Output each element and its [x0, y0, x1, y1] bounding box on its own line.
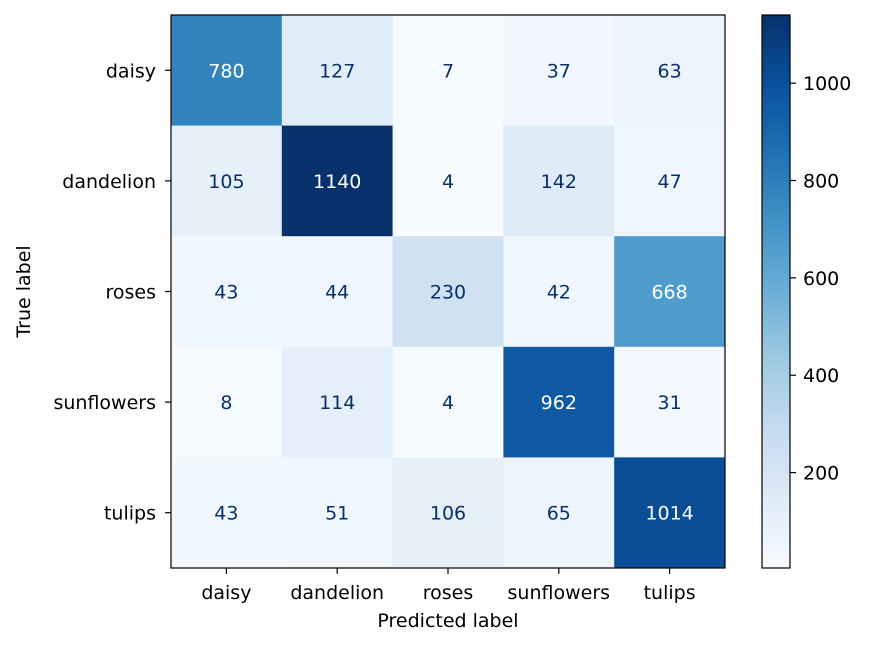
heatmap-cell — [503, 15, 615, 127]
cell-value-label: 63 — [658, 60, 682, 82]
cell-value-label: 65 — [547, 503, 571, 525]
y-tick-label-roses: roses — [105, 282, 156, 304]
colorbar-tick-label: 400 — [803, 365, 839, 387]
y-axis-title: True label — [13, 245, 35, 338]
heatmap-cell — [171, 346, 283, 458]
heatmap-cell — [171, 15, 283, 127]
colorbar: 200 400 600 800 1000 — [761, 14, 851, 569]
cell-value-label: 668 — [651, 282, 687, 304]
cell-value-label: 43 — [214, 503, 238, 525]
heatmap-cell — [392, 346, 504, 458]
y-tick-label-sunflowers: sunflowers — [53, 392, 156, 414]
heatmap-cell — [171, 236, 283, 348]
cell-value-label: 114 — [319, 392, 355, 414]
heatmap-cell — [281, 346, 394, 458]
heatmap-cell — [392, 15, 504, 127]
cell-value-label: 42 — [547, 282, 571, 304]
x-tick-label-roses: roses — [423, 582, 474, 604]
y-axis-ticks: daisy dandelion roses sunflowers tulips — [53, 60, 171, 525]
heatmap-cell — [281, 15, 394, 127]
x-tick-label-tulips: tulips — [644, 582, 696, 604]
heatmap-cell — [614, 346, 726, 458]
cell-value-label: 962 — [541, 392, 577, 414]
x-tick-label-sunflowers: sunflowers — [508, 582, 611, 604]
cell-value-label: 7 — [442, 60, 454, 82]
cell-value-label: 31 — [658, 392, 682, 414]
heatmap-cell — [171, 457, 283, 569]
heatmap-cell — [281, 236, 394, 348]
y-tick-label-tulips: tulips — [104, 503, 156, 525]
cell-value-label: 1014 — [645, 503, 693, 525]
cell-value-label: 4 — [442, 171, 454, 193]
cell-value-label: 142 — [541, 171, 577, 193]
cell-value-label: 105 — [208, 171, 244, 193]
x-tick-label-daisy: daisy — [201, 582, 251, 604]
heatmap-cell — [392, 236, 504, 348]
colorbar-tick-label: 200 — [803, 463, 839, 485]
colorbar-gradient — [761, 14, 791, 569]
cell-value-label: 106 — [430, 503, 466, 525]
heatmap-cell — [171, 125, 283, 237]
cell-value-label: 230 — [430, 282, 466, 304]
heatmap-cell — [614, 125, 726, 237]
colorbar-tick-label: 800 — [803, 171, 839, 193]
heatmap-cell — [392, 457, 504, 569]
x-axis-ticks: daisy dandelion roses sunflowers tulips — [201, 568, 696, 604]
heatmap-cell — [503, 125, 615, 237]
cell-value-label: 37 — [547, 60, 571, 82]
heatmap-cells: 780 127 7 37 63 105 1140 4 142 47 43 44 230 42 668 8 114… — [171, 15, 726, 569]
colorbar-tick-label: 600 — [803, 268, 839, 290]
heatmap-cell — [503, 457, 615, 569]
cell-value-label: 43 — [214, 282, 238, 304]
heatmap-cell — [503, 236, 615, 348]
cell-value-label: 1140 — [313, 171, 361, 193]
heatmap-cell — [614, 457, 726, 569]
cell-value-label: 127 — [319, 60, 355, 82]
heatmap-cell — [614, 15, 726, 127]
cell-value-label: 47 — [658, 171, 682, 193]
cell-value-label: 51 — [325, 503, 349, 525]
heatmap-cell — [281, 457, 394, 569]
x-tick-label-dandelion: dandelion — [290, 582, 384, 604]
cell-value-label: 8 — [220, 392, 232, 414]
y-tick-label-dandelion: dandelion — [62, 171, 156, 193]
heatmap-cell — [503, 346, 615, 458]
x-axis-title: Predicted label — [377, 610, 518, 632]
heatmap-cell — [614, 236, 726, 348]
y-tick-label-daisy: daisy — [106, 60, 156, 82]
cell-value-label: 780 — [208, 60, 244, 82]
cell-value-label: 4 — [442, 392, 454, 414]
colorbar-tick-label: 1000 — [803, 73, 851, 95]
heatmap-cell — [281, 125, 394, 237]
heatmap-cell — [392, 125, 504, 237]
colorbar-ticks: 200 400 600 800 1000 — [790, 73, 851, 485]
cell-value-label: 44 — [325, 282, 349, 304]
